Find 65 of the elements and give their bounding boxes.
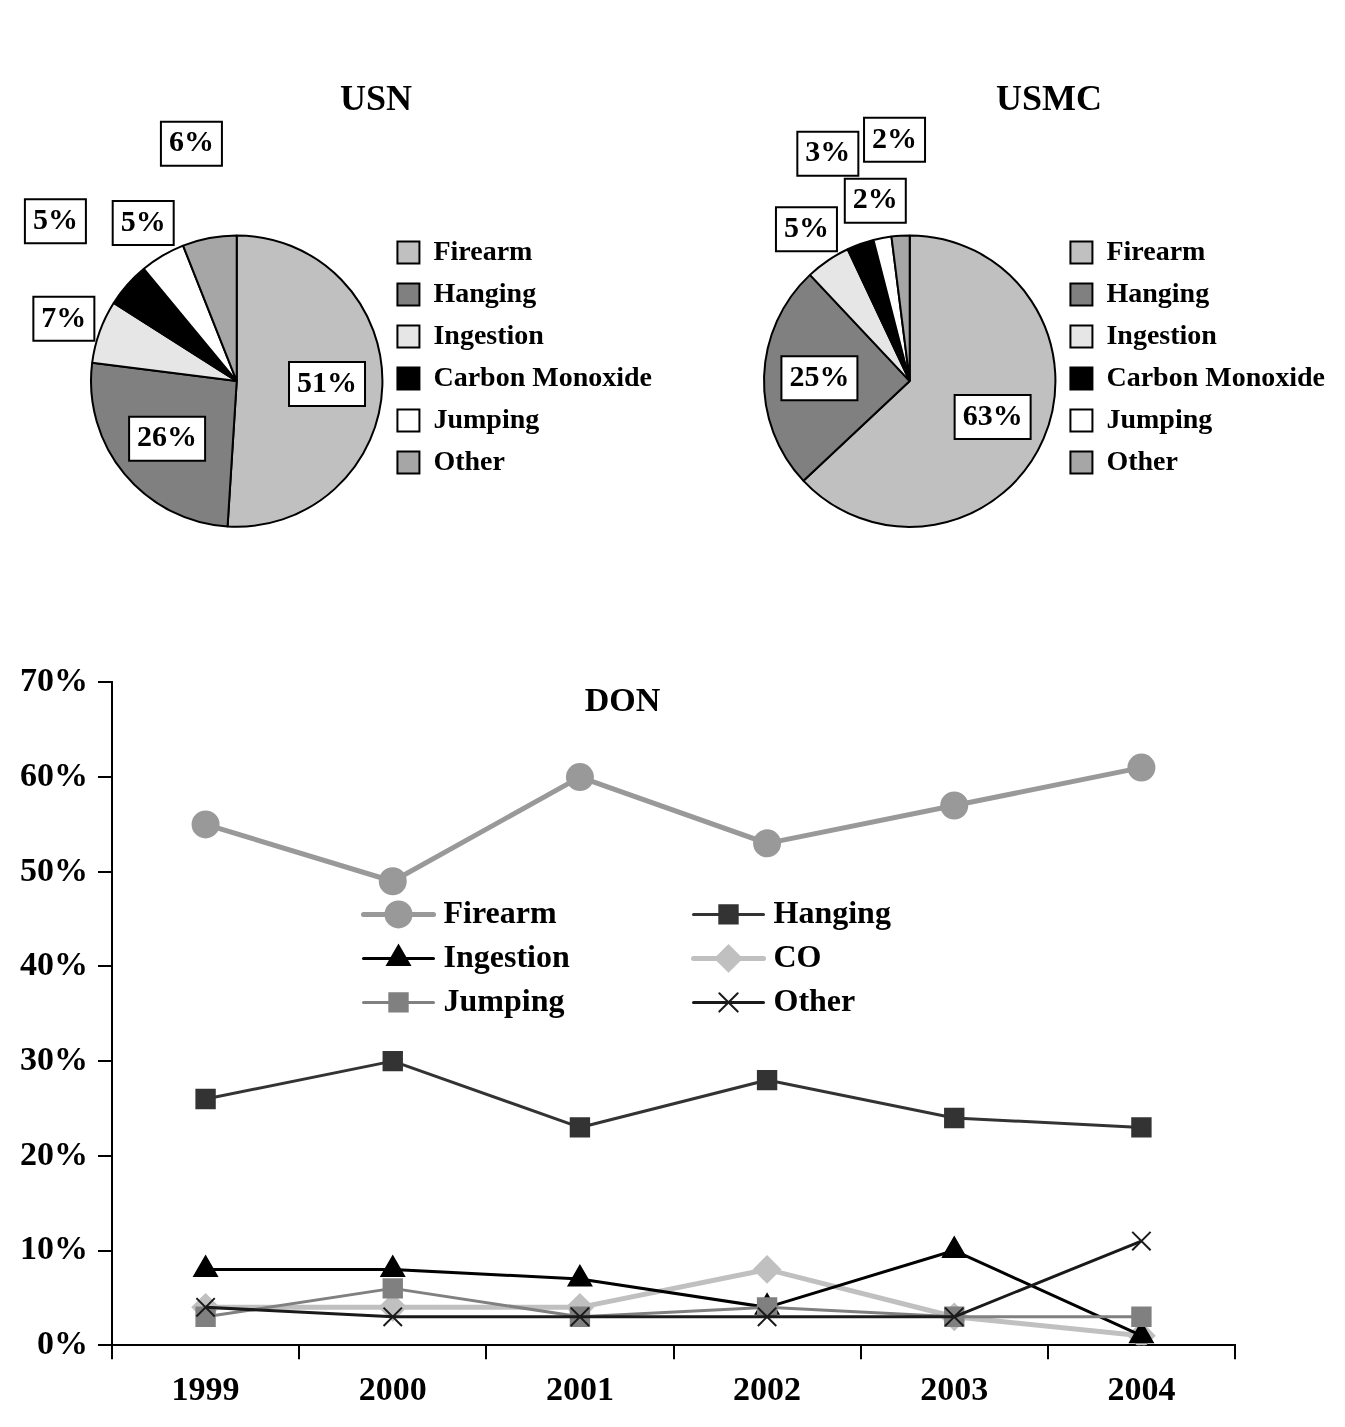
point — [756, 1306, 778, 1327]
legend-label: Jumping — [1106, 402, 1213, 434]
point — [382, 1278, 403, 1299]
chart-title: USN — [339, 77, 413, 118]
data-label: 5% — [120, 203, 166, 237]
y-tick-label: 30% — [20, 1039, 88, 1077]
legend-label: Ingestion — [443, 937, 570, 974]
legend-label: Firearm — [443, 893, 557, 930]
point — [1131, 1117, 1152, 1138]
legend-label: Jumping — [443, 981, 565, 1018]
point — [756, 1069, 778, 1091]
legend-label: Firearm — [1106, 234, 1206, 266]
y-tick-label: 70% — [20, 661, 88, 699]
y-tick-label: 50% — [20, 850, 88, 888]
x-tick-label: 1999 — [171, 1370, 240, 1408]
data-label: 7% — [41, 299, 87, 333]
point — [378, 867, 407, 896]
point — [940, 791, 969, 820]
y-tick-label: 60% — [20, 755, 88, 793]
point — [195, 1088, 216, 1110]
data-label: 26% — [137, 419, 198, 453]
legend-label: Carbon Monoxide — [1106, 360, 1326, 392]
data-label: 2% — [872, 120, 918, 154]
legend-label: Carbon Monoxide — [433, 360, 653, 392]
x-tick-label: 2004 — [1107, 1370, 1176, 1408]
legend-label: Ingestion — [433, 318, 545, 350]
legend-label: Hanging — [433, 276, 537, 308]
data-label: 5% — [32, 202, 78, 235]
y-tick-label: 20% — [20, 1134, 88, 1172]
point — [569, 1117, 591, 1138]
y-tick-label: 10% — [20, 1229, 88, 1267]
y-tick-label: 0% — [37, 1323, 88, 1361]
legend-label: Ingestion — [1106, 318, 1218, 350]
point — [753, 829, 782, 858]
point — [944, 1107, 965, 1129]
data-label: 2% — [852, 181, 898, 215]
x-tick-label: 2003 — [920, 1370, 989, 1408]
data-label: 6% — [168, 124, 214, 158]
data-label: 25% — [789, 359, 850, 393]
point — [191, 810, 220, 839]
point — [1131, 1306, 1152, 1327]
chart-title: USMC — [996, 77, 1102, 118]
point — [382, 1306, 403, 1327]
y-tick-label: 40% — [20, 945, 88, 983]
point — [753, 1255, 782, 1284]
legend-label: Hanging — [1106, 276, 1210, 308]
legend-label: Other — [1106, 444, 1178, 476]
legend-label: Firearm — [433, 234, 533, 266]
point — [382, 1050, 403, 1072]
data-label: 3% — [805, 134, 851, 168]
legend-label: Other — [433, 444, 505, 476]
legend-label: Other — [773, 981, 856, 1018]
x-tick-label: 2001 — [545, 1370, 614, 1408]
data-label: 51% — [297, 364, 358, 398]
point — [1131, 1230, 1152, 1252]
x-tick-label: 2002 — [733, 1370, 802, 1408]
legend-label: CO — [773, 937, 822, 974]
legend-label: Hanging — [773, 893, 891, 930]
data-label: 63% — [962, 397, 1023, 431]
legend-label: Jumping — [433, 402, 540, 434]
point — [565, 763, 594, 792]
chart-title: DON — [584, 680, 661, 718]
point — [1127, 753, 1156, 782]
x-tick-label: 2000 — [358, 1370, 427, 1408]
data-label: 5% — [783, 209, 829, 243]
